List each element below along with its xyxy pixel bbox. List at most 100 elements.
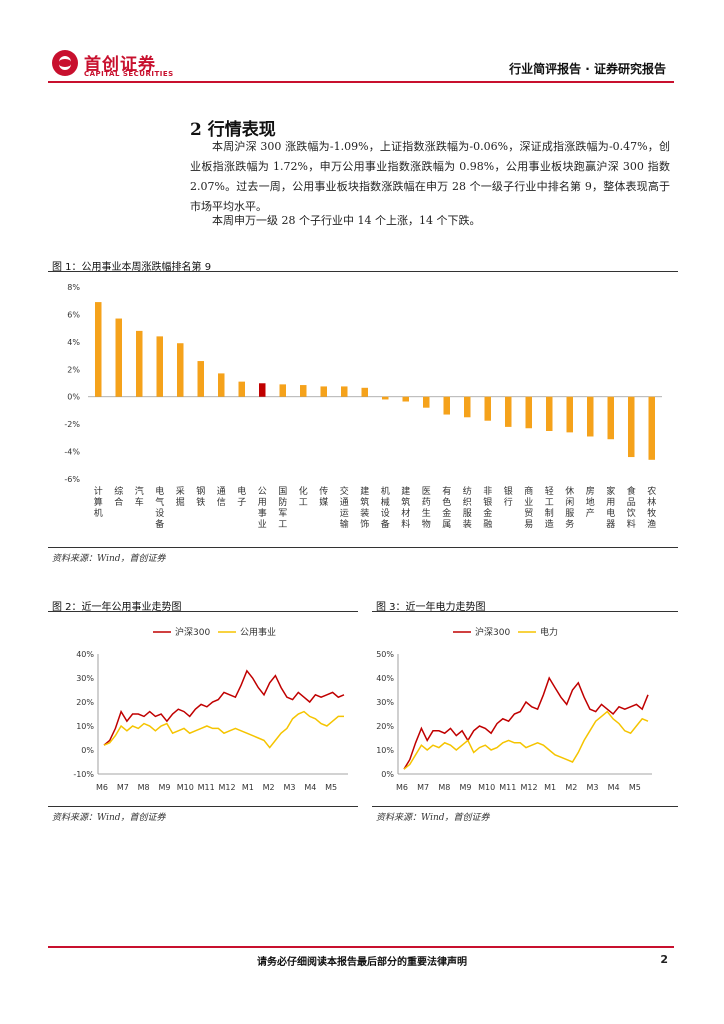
bar — [648, 396, 655, 460]
category-label: 采 — [176, 486, 185, 497]
category-label: 化 — [299, 485, 308, 497]
category-label: 设 — [155, 508, 164, 519]
category-label: 服 — [565, 508, 574, 519]
bar — [95, 302, 102, 397]
bar — [423, 396, 430, 408]
y-tick-label: 8% — [67, 283, 80, 292]
category-label: 医 — [422, 486, 431, 497]
figure-3-top-rule — [372, 611, 678, 612]
x-tick-label: M1 — [242, 783, 254, 792]
y-tick-label: 0% — [81, 746, 94, 755]
x-tick-label: M6 — [96, 783, 108, 792]
category-label: 国 — [278, 486, 287, 497]
category-label: 银 — [483, 496, 492, 508]
category-label: 设 — [381, 508, 390, 519]
bar — [300, 385, 307, 397]
figure-2-line-chart: 沪深300 公用事业 40% 30% 20% 10% 0% -10%M6 M7 M8 M9 M10 M1… — [73, 626, 348, 792]
category-label: 军 — [278, 508, 287, 519]
category-label: 筑 — [360, 496, 369, 508]
series-line — [403, 710, 649, 770]
category-label: 信 — [217, 496, 226, 508]
bar — [402, 396, 409, 402]
bar — [197, 361, 204, 397]
y-tick-label: 40% — [76, 650, 94, 659]
x-tick-label: M9 — [159, 783, 171, 792]
category-label: 电 — [155, 485, 164, 497]
bar — [115, 318, 122, 397]
y-tick-label: 20% — [376, 722, 394, 731]
bar — [505, 396, 512, 427]
series-line — [103, 669, 345, 746]
brand-name-en: CAPITAL SECURITIES — [84, 70, 174, 78]
bar — [443, 396, 450, 415]
category-label: 纺 — [463, 485, 472, 497]
category-label: 农 — [647, 485, 656, 497]
y-tick-label: 40% — [376, 674, 394, 683]
figure-1-bar-chart: 8%6%4%2%0%-2%-4%-6%计算机综合汽车电气设备采掘钢铁通信电子公用… — [64, 283, 662, 530]
category-label: 事 — [258, 507, 267, 519]
category-label: 掘 — [176, 496, 185, 508]
bar — [484, 396, 491, 421]
category-label: 品 — [627, 497, 636, 508]
bar — [382, 396, 389, 400]
x-tick-label: M4 — [304, 783, 316, 792]
category-label: 装 — [360, 507, 369, 519]
x-tick-label: M1 — [544, 783, 556, 792]
bar — [607, 396, 614, 440]
category-label: 公 — [258, 486, 267, 497]
category-label: 牧 — [647, 507, 656, 519]
x-tick-label: M10 — [478, 783, 495, 792]
x-tick-label: M5 — [325, 783, 337, 792]
figure-3-source: 资料来源：Wind，首创证券 — [376, 813, 490, 823]
category-label: 械 — [381, 496, 390, 508]
figure-2-bottom-rule — [48, 806, 358, 807]
figure-2-source: 资料来源：Wind，首创证券 — [52, 813, 166, 823]
bar — [361, 387, 368, 397]
category-label: 休 — [565, 485, 574, 497]
x-tick-label: M12 — [218, 783, 235, 792]
bar — [525, 396, 532, 429]
category-label: 钢 — [196, 485, 205, 497]
category-label: 房 — [586, 485, 595, 497]
bar — [320, 386, 327, 397]
category-label: 业 — [524, 497, 533, 508]
bar — [464, 396, 471, 418]
category-label: 机 — [94, 507, 103, 519]
category-label: 传 — [319, 485, 328, 497]
category-label: 运 — [340, 508, 349, 519]
bar — [218, 373, 225, 397]
legend-label: 沪深300 — [175, 626, 210, 638]
bar — [156, 336, 163, 397]
bar — [136, 330, 143, 397]
category-label: 闲 — [565, 497, 574, 508]
figure-3-line-chart: 沪深300 电力 50% 40% 30% 20% 10% 0%M6 M7 M8 M9 M10 M11 M1… — [376, 626, 652, 792]
category-label: 融 — [483, 519, 492, 530]
category-label: 电 — [606, 507, 615, 519]
category-label: 料 — [627, 518, 636, 530]
category-label: 工 — [299, 498, 308, 508]
category-label: 媒 — [319, 497, 328, 508]
category-label: 算 — [94, 496, 103, 508]
category-label: 物 — [422, 518, 431, 530]
x-tick-label: M5 — [629, 783, 641, 792]
category-label: 筑 — [401, 496, 410, 508]
figure-1-top-rule — [48, 271, 678, 272]
x-tick-label: M12 — [520, 783, 537, 792]
paragraph-1: 本周沪深 300 涨跌幅为-1.09%，上证指数涨跌幅为-0.06%，深证成指涨… — [190, 140, 670, 213]
category-label: 食 — [627, 485, 636, 497]
category-label: 建 — [360, 485, 369, 497]
category-label: 器 — [606, 519, 615, 530]
page-number: 2 — [660, 953, 668, 966]
bar — [546, 396, 553, 431]
category-label: 电 — [237, 485, 246, 497]
category-label: 气 — [155, 496, 164, 508]
category-label: 贸 — [524, 507, 533, 519]
category-label: 银 — [504, 485, 513, 497]
x-tick-label: M11 — [198, 783, 215, 792]
bar — [279, 384, 286, 397]
category-label: 服 — [463, 508, 472, 519]
category-label: 防 — [278, 496, 287, 508]
x-tick-label: M3 — [284, 783, 296, 792]
brand-name-cn: 首创证券 — [84, 55, 156, 75]
y-tick-label: -6% — [64, 475, 80, 484]
